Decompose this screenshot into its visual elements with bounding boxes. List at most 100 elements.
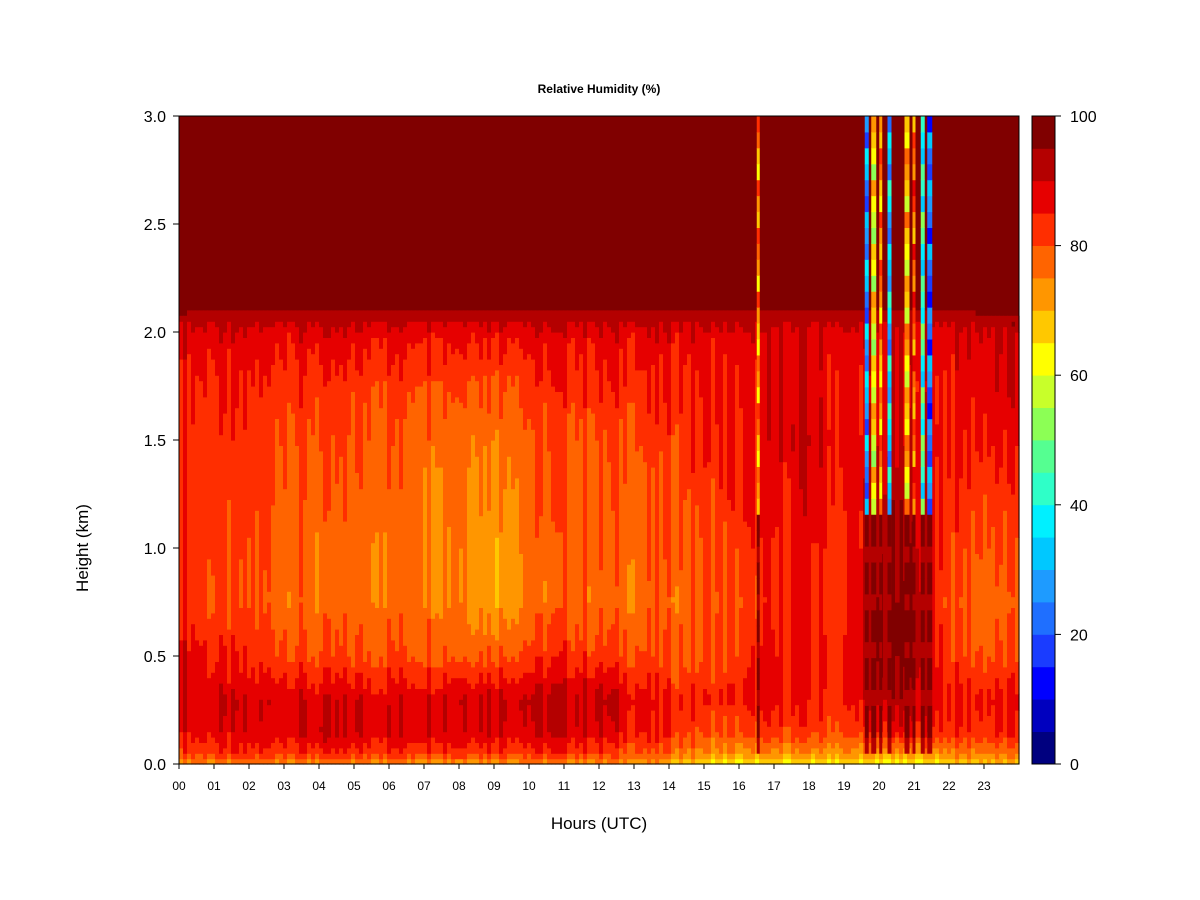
dry-streak	[904, 323, 910, 340]
heatmap-cell	[571, 402, 576, 652]
dry-streak	[887, 386, 892, 404]
heatmap-cell	[575, 623, 580, 668]
heatmap-cell	[659, 310, 664, 322]
heatmap-cell	[307, 742, 312, 754]
dry-streak	[864, 243, 869, 260]
heatmap-cell	[523, 672, 528, 695]
dry-streak	[887, 450, 892, 467]
heatmap-cell	[855, 737, 860, 749]
heatmap-cell	[995, 483, 1000, 587]
heatmap-cell	[407, 758, 412, 765]
heatmap-cell	[307, 753, 312, 760]
heatmap-cell	[747, 758, 752, 765]
heatmap-cell	[395, 310, 400, 328]
heatmap-cell	[807, 753, 812, 760]
heatmap-cell	[495, 753, 500, 760]
heatmap-cell	[375, 531, 380, 608]
dry-streak	[912, 211, 916, 229]
heatmap-cell	[387, 704, 392, 738]
heatmap-cell	[459, 353, 464, 403]
dry-streak	[904, 434, 910, 452]
heatmap-cell	[179, 758, 184, 765]
dry-streak	[871, 641, 877, 659]
heatmap-cell	[635, 758, 640, 765]
dry-streak	[904, 195, 910, 213]
heatmap-cell	[371, 602, 376, 668]
heatmap-cell	[715, 326, 720, 425]
dry-streak	[879, 291, 883, 308]
heatmap-cell	[443, 645, 448, 673]
heatmap-cell	[775, 737, 780, 749]
heatmap-cell	[1007, 612, 1012, 679]
heatmap-cell	[483, 742, 488, 754]
heatmap-cell	[387, 737, 392, 754]
heatmap-cell	[819, 742, 824, 754]
heatmap-cell	[811, 542, 816, 733]
heatmap-cell	[591, 342, 596, 414]
heatmap-cell	[439, 310, 444, 322]
heatmap-cell	[735, 310, 740, 322]
heatmap-cell	[215, 742, 220, 760]
heatmap-cell	[335, 483, 340, 630]
heatmap-cell	[1015, 332, 1020, 446]
heatmap-cell	[515, 737, 520, 754]
heatmap-cell	[231, 634, 236, 689]
heatmap-cell	[531, 747, 536, 760]
heatmap-cell	[835, 310, 840, 322]
heatmap-cell	[807, 445, 812, 700]
heatmap-cell	[607, 742, 612, 754]
heatmap-cell	[831, 731, 836, 749]
heatmap-cell	[687, 731, 692, 749]
heatmap-cell	[675, 612, 680, 689]
heatmap-cell	[195, 310, 200, 328]
heatmap-cell	[271, 742, 276, 760]
colorbar-swatch	[1032, 666, 1055, 700]
dry-streak	[920, 434, 925, 452]
heatmap-cell	[351, 742, 356, 754]
heatmap-cell	[359, 310, 364, 333]
heatmap-cell	[815, 321, 820, 544]
heatmap-cell	[611, 510, 616, 625]
heatmap-cell	[971, 510, 976, 668]
heatmap-cell	[835, 321, 840, 371]
heatmap-cell	[599, 737, 604, 754]
heatmap-cell	[595, 440, 600, 635]
heatmap-cell	[719, 310, 724, 333]
heatmap-cell	[495, 737, 500, 754]
dry-streak	[879, 227, 883, 244]
heatmap-cell	[779, 310, 784, 463]
heatmap-cell	[267, 704, 272, 749]
heatmap-cell	[711, 321, 716, 338]
heatmap-cell	[619, 321, 624, 349]
heatmap-cell	[955, 310, 960, 371]
dry-streak	[756, 243, 760, 260]
heatmap-cell	[663, 310, 668, 333]
dry-streak	[864, 657, 869, 675]
heatmap-cell	[807, 434, 812, 446]
heatmap-cell	[683, 321, 688, 365]
heatmap-cell	[683, 737, 688, 754]
heatmap-cell	[499, 332, 504, 365]
heatmap-cell	[435, 666, 440, 689]
dry-streak	[927, 339, 933, 356]
heatmap-cell	[1015, 753, 1020, 760]
heatmap-cell	[535, 683, 540, 738]
heatmap-cell	[403, 747, 408, 760]
heatmap-cell	[659, 742, 664, 760]
heatmap-cell	[507, 753, 512, 760]
heatmap-cell	[643, 758, 648, 765]
heatmap-cell	[551, 310, 556, 333]
heatmap-cell	[363, 402, 368, 662]
heatmap-cell	[795, 704, 800, 738]
heatmap-cell	[423, 337, 428, 382]
heatmap-cell	[707, 461, 712, 695]
heatmap-cell	[635, 450, 640, 646]
heatmap-cell	[791, 753, 796, 760]
heatmap-cell	[827, 445, 832, 716]
heatmap-cell	[1003, 429, 1008, 511]
colorbar-tick-label: 60	[1070, 368, 1088, 385]
heatmap-cell	[459, 402, 464, 549]
heatmap-cell	[555, 683, 560, 738]
heatmap-cell	[339, 310, 344, 328]
heatmap-cell	[211, 753, 216, 760]
